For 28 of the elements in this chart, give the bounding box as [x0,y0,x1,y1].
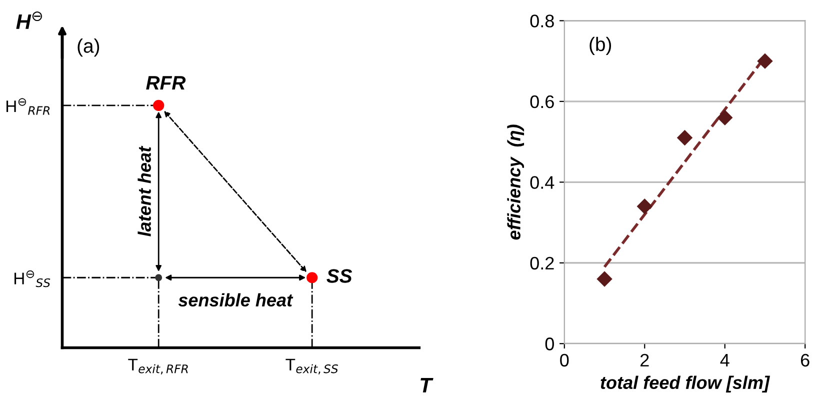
text: (b) [590,36,612,55]
text: sensible heat [178,293,294,306]
point [757,53,773,69]
text: latent heat [138,146,151,236]
text: SS [326,269,352,283]
point [637,198,652,214]
text: (a) [78,38,100,57]
x-tick-label: 0 [560,354,569,367]
text: H$^{⊖}$$_{SS}$ [14,270,50,288]
point [596,271,612,287]
text: H$^{⊖}$$_{RFR}$ [6,98,50,115]
x-tick-label: 6 [800,354,810,367]
x-tick-label: 4 [720,354,730,366]
point [677,130,692,146]
point [717,110,732,126]
y-tick-label: 0.8 [530,14,554,28]
text: H$^{⊖}$ [16,11,42,29]
text: T [420,378,434,392]
x-axis-title: total feed flow [slm] [600,376,770,393]
y-axis-title: efficiency (η) [507,124,524,240]
x-tick-label: 2 [640,354,649,366]
category-label: T$_{exit,SS}$ [286,358,338,374]
y-tick-label: 0 [545,338,554,350]
y-tick-label: 0.2 [530,256,554,270]
y-tick-label: 0.4 [530,176,554,189]
y-tick-label: 0.6 [530,95,554,108]
text: RFR [146,76,186,90]
category-label: T$_{exit,RFR}$ [128,358,188,374]
